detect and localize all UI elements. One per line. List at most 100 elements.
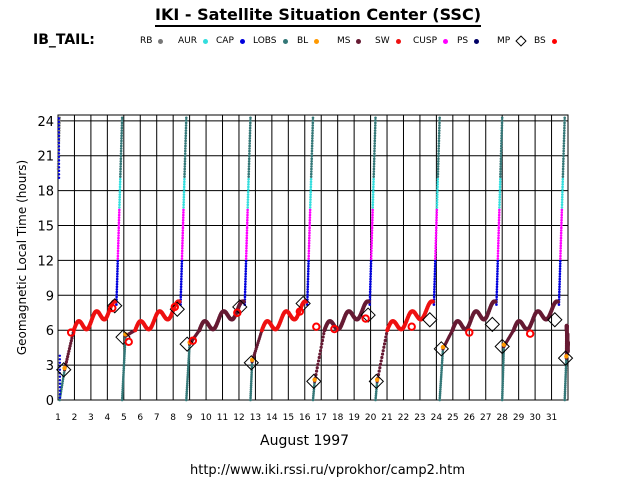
trace-point [118, 177, 122, 181]
trace-point [498, 206, 501, 209]
trace-point [117, 216, 121, 219]
trace-point [500, 142, 503, 145]
trace-point [309, 195, 312, 199]
trace-point [371, 211, 374, 214]
trace-point [185, 390, 189, 393]
legend-item-lobs: LOBS [253, 36, 288, 47]
x-tick-label: 23 [414, 413, 425, 423]
trace-point [244, 267, 248, 271]
trace-point [437, 147, 441, 150]
trace-point [180, 257, 184, 260]
trace-point [498, 190, 502, 194]
trace-point [373, 149, 376, 153]
trace-point [563, 388, 567, 391]
trace-point [564, 367, 568, 370]
trace-point [118, 185, 122, 189]
magnetopause-diamond [107, 298, 123, 314]
trace-point [562, 149, 565, 153]
trace-point [501, 363, 505, 366]
trace-point [309, 198, 312, 201]
trace-point [57, 138, 61, 141]
trace-point [436, 167, 440, 171]
trace-point [370, 221, 374, 225]
trace-point [181, 221, 185, 225]
trace-point [249, 394, 252, 398]
trace-point [58, 375, 62, 378]
trace-point [120, 116, 124, 120]
trace-point [183, 149, 187, 153]
trace-point [119, 170, 122, 173]
trace-point [306, 290, 309, 294]
trace-point [187, 354, 191, 358]
trace-point [309, 190, 313, 194]
trace-point [437, 154, 440, 158]
trace-point [57, 152, 61, 155]
trace-point [440, 358, 444, 362]
dot-marker-icon [158, 38, 164, 44]
trace-point [118, 208, 121, 212]
trace-point [371, 218, 374, 222]
trace-point [435, 206, 439, 209]
trace-point [57, 169, 61, 173]
trace-point [309, 175, 313, 178]
trace-point [246, 188, 250, 191]
trace-point [562, 152, 565, 155]
trace-point [562, 157, 565, 161]
trace-point [440, 371, 443, 375]
y-tick-label: 12 [37, 254, 54, 269]
trace-point [122, 373, 125, 377]
trace-point [373, 139, 377, 143]
trace-point [62, 365, 67, 371]
trace-point [380, 355, 384, 360]
x-tick-label: 27 [480, 413, 491, 423]
trace-point [310, 157, 314, 161]
trace-point [249, 357, 255, 363]
trace-point [560, 218, 563, 222]
trace-point [499, 157, 503, 161]
y-tick-label: 18 [37, 185, 54, 200]
trace-point [433, 287, 436, 291]
legend-label: CUSP [413, 36, 438, 46]
trace-point [501, 379, 505, 383]
x-tick-label: 6 [137, 413, 143, 423]
x-tick-label: 25 [447, 413, 458, 423]
trace-point [184, 147, 187, 150]
trace-point [307, 252, 311, 255]
magnetopause-diamond [368, 373, 385, 390]
trace-point [185, 386, 189, 389]
trace-point [69, 339, 73, 343]
trace-point [562, 134, 566, 138]
trace-point [248, 144, 251, 148]
trace-point [372, 157, 376, 161]
trace-point [372, 167, 376, 171]
trace-point [436, 190, 439, 194]
trace-point [120, 142, 123, 145]
trace-point [123, 350, 126, 354]
bow-shock-marker [233, 308, 242, 317]
trace-point [498, 208, 501, 212]
trace-point [181, 226, 185, 230]
trace-point [560, 200, 564, 204]
trace-point [247, 180, 250, 184]
trace-point [68, 344, 72, 348]
trace-point [308, 234, 311, 237]
trace-point [311, 398, 315, 402]
trace-point [322, 332, 326, 336]
trace-point [373, 152, 376, 155]
trace-point [119, 157, 123, 161]
trace-point [312, 388, 316, 391]
x-tick-label: 9 [187, 413, 193, 423]
x-tick-label: 8 [170, 413, 176, 423]
magnetopause-diamond [484, 316, 501, 333]
legend-item-bs: BS [534, 36, 557, 47]
trace-point [497, 236, 500, 240]
trace-point [495, 303, 498, 306]
trace-point [435, 211, 439, 214]
trace-point [441, 356, 444, 360]
trace-point [183, 167, 187, 171]
trace-point [181, 231, 185, 235]
trace-point [123, 352, 126, 356]
x-tick-label: 24 [431, 413, 443, 423]
trace-point [57, 131, 61, 134]
trace-point [318, 349, 323, 353]
